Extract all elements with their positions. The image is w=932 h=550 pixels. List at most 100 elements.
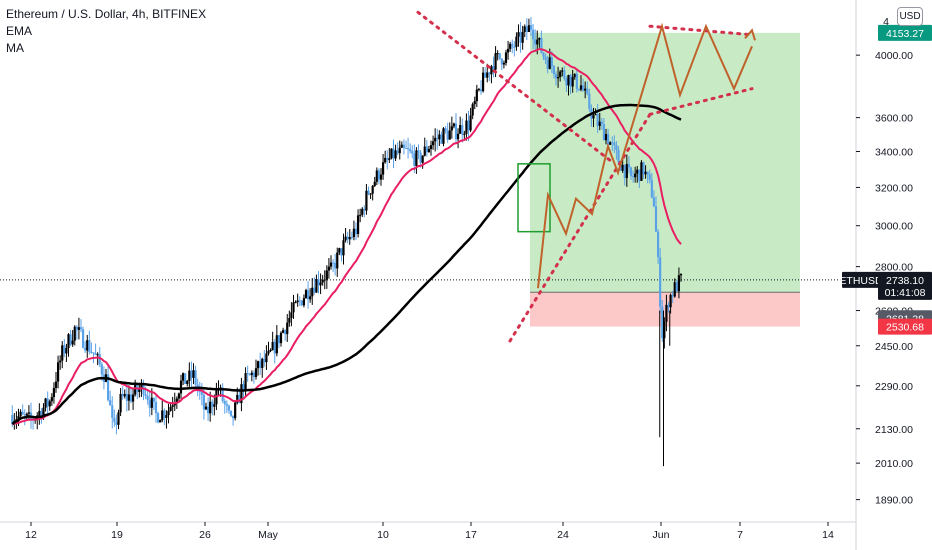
candle-body bbox=[415, 150, 418, 166]
candle-body bbox=[494, 53, 497, 70]
candle-body bbox=[611, 142, 614, 144]
candle-body bbox=[246, 373, 249, 375]
candle-body bbox=[586, 88, 589, 94]
candle-body bbox=[417, 150, 420, 153]
candle-body bbox=[556, 77, 560, 79]
candle-body bbox=[179, 380, 183, 394]
legend-ma[interactable]: MA bbox=[6, 41, 24, 55]
candle-body bbox=[563, 70, 566, 79]
candle-body bbox=[338, 248, 341, 253]
candle-body bbox=[459, 125, 462, 134]
candle-body bbox=[154, 401, 158, 414]
candle-body bbox=[621, 164, 624, 171]
candle-body bbox=[277, 335, 281, 344]
time-axis[interactable]: 12 19 26 May 10 17 24 Jun 7 14 bbox=[25, 522, 834, 541]
candle-body bbox=[161, 410, 164, 421]
candle-body bbox=[167, 410, 170, 416]
ma-line bbox=[11, 103, 682, 425]
candle-body bbox=[111, 405, 114, 418]
stop-price-tag bbox=[878, 318, 932, 335]
candle-body bbox=[523, 26, 526, 32]
candle-body bbox=[386, 157, 389, 160]
candle-body bbox=[525, 26, 528, 32]
candle-body bbox=[281, 330, 285, 333]
candle-body bbox=[540, 37, 543, 53]
candle-body bbox=[542, 52, 545, 57]
candle-body bbox=[581, 85, 585, 91]
legend-ema[interactable]: EMA bbox=[6, 24, 33, 38]
candle-body bbox=[584, 88, 587, 91]
candle-body bbox=[500, 58, 503, 65]
flag-lower-trendline bbox=[648, 87, 754, 116]
candle-body bbox=[365, 190, 368, 211]
candle-body bbox=[56, 362, 60, 382]
candle-body bbox=[400, 144, 403, 148]
candle-body bbox=[342, 240, 345, 256]
candle-body bbox=[384, 157, 387, 163]
candle-body bbox=[519, 32, 522, 43]
candle-body bbox=[119, 393, 122, 413]
candle-body bbox=[571, 77, 574, 87]
candle-body bbox=[40, 410, 43, 418]
candle-body bbox=[75, 326, 78, 330]
candle-body bbox=[548, 57, 551, 69]
candle-body bbox=[169, 406, 172, 411]
candle-body bbox=[559, 71, 562, 78]
candle-body bbox=[669, 294, 672, 308]
candle-body bbox=[202, 394, 206, 410]
candle-body bbox=[442, 128, 445, 144]
candle-body bbox=[86, 340, 89, 351]
candle-body bbox=[465, 120, 468, 134]
candle-body bbox=[598, 121, 601, 126]
candle-body bbox=[552, 66, 556, 75]
candle-body bbox=[527, 25, 531, 32]
candle-body bbox=[144, 394, 147, 396]
legend-title[interactable]: Ethereum / U.S. Dollar, 4h, BITFINEX bbox=[6, 7, 207, 21]
candle-body bbox=[625, 163, 628, 179]
price-tick-label: 3000.00 bbox=[875, 221, 913, 233]
candle-body bbox=[631, 176, 635, 178]
candle-body bbox=[100, 364, 103, 375]
candle-body bbox=[52, 387, 56, 398]
time-tick-label: May bbox=[258, 529, 279, 541]
candle-body bbox=[261, 358, 264, 368]
candle-body bbox=[321, 279, 324, 283]
chart-legend: Ethereum / U.S. Dollar, 4h, BITFINEX EMA… bbox=[6, 6, 206, 57]
candle-body bbox=[177, 393, 181, 399]
current-price-tag bbox=[878, 271, 932, 300]
candle-body bbox=[486, 72, 489, 78]
candle-body bbox=[200, 392, 203, 395]
candle-body bbox=[421, 155, 424, 163]
candle-body bbox=[196, 384, 199, 389]
candle-body bbox=[267, 350, 270, 354]
candle-body bbox=[300, 300, 303, 306]
candle-body bbox=[667, 304, 670, 308]
candle-body bbox=[438, 134, 441, 140]
candle-body bbox=[223, 400, 226, 404]
candle-body bbox=[211, 401, 214, 407]
candle-body bbox=[579, 85, 583, 90]
candle-body bbox=[17, 416, 20, 420]
price-tick-label: 2290.00 bbox=[875, 381, 913, 393]
candle-body bbox=[271, 341, 274, 351]
candle-body bbox=[638, 169, 641, 181]
candle-body bbox=[477, 88, 481, 90]
candle-body bbox=[138, 388, 141, 392]
time-tick-label: 19 bbox=[111, 529, 123, 541]
candle-body bbox=[63, 345, 66, 354]
candle-body bbox=[375, 170, 378, 182]
candle-body bbox=[448, 130, 451, 140]
candle-body bbox=[469, 115, 472, 131]
candle-body bbox=[369, 193, 372, 195]
candle-body bbox=[652, 197, 656, 207]
candle-body bbox=[148, 400, 151, 408]
candle-body bbox=[444, 128, 447, 131]
candle-body bbox=[84, 347, 87, 351]
currency-badge[interactable]: USD bbox=[897, 7, 923, 26]
candle-body bbox=[59, 360, 62, 363]
candle-body bbox=[296, 300, 299, 303]
price-tick-label: 3600.00 bbox=[875, 113, 913, 125]
candle-body bbox=[481, 72, 485, 92]
